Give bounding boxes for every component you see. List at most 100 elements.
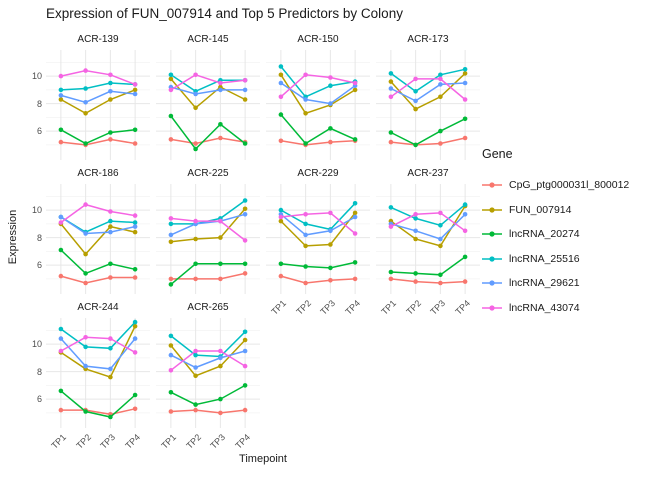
data-point	[438, 223, 443, 228]
series-line	[60, 408, 136, 416]
data-point	[328, 139, 333, 145]
series-line	[60, 203, 136, 224]
data-point	[132, 220, 138, 225]
data-point	[193, 348, 198, 354]
data-point	[278, 112, 284, 117]
y-tick-label: 6	[36, 394, 42, 405]
facet-panel	[46, 184, 150, 294]
data-point	[242, 329, 248, 335]
data-point	[193, 91, 198, 97]
data-point	[193, 352, 198, 358]
data-point	[242, 271, 248, 276]
data-point	[193, 141, 198, 146]
data-point	[83, 363, 88, 369]
y-tick-label: 10	[31, 205, 42, 216]
data-point	[388, 79, 394, 84]
data-point	[303, 111, 308, 116]
data-point	[132, 267, 138, 272]
data-point	[242, 363, 248, 369]
data-point	[193, 236, 198, 242]
chart-title: Expression of FUN_007914 and Top 5 Predi…	[46, 6, 403, 21]
data-point	[58, 93, 64, 98]
series-line	[60, 336, 136, 354]
x-axis-title: Timepoint	[239, 453, 287, 465]
data-point	[242, 198, 248, 203]
data-point	[242, 206, 248, 212]
series-line	[280, 275, 356, 284]
x-tick-label: TP3	[318, 298, 338, 317]
data-point	[83, 86, 88, 91]
series-line	[280, 82, 356, 105]
data-point	[242, 78, 248, 83]
data-point	[132, 336, 138, 341]
data-point	[58, 97, 64, 102]
data-point	[218, 218, 223, 224]
data-point	[193, 146, 198, 152]
y-tick-label: 10	[31, 71, 42, 82]
data-point	[278, 214, 284, 220]
data-point	[218, 261, 223, 267]
facet-panel	[266, 50, 370, 160]
legend-key-icon	[482, 182, 502, 188]
data-point	[388, 130, 394, 135]
facet-panel	[376, 184, 480, 294]
series-line	[170, 350, 246, 371]
legend-entry-label: lncRNA_20274	[509, 228, 580, 241]
series-line	[280, 74, 356, 115]
legend-key-icon	[482, 305, 502, 311]
data-point	[352, 80, 358, 86]
series-line	[280, 66, 356, 98]
series-line	[170, 86, 246, 95]
data-point	[193, 402, 198, 407]
data-point	[352, 214, 358, 220]
data-point	[132, 406, 138, 412]
data-point	[462, 254, 468, 260]
data-point	[352, 210, 358, 216]
data-point	[242, 348, 248, 354]
series-line	[170, 213, 246, 236]
data-point	[242, 383, 248, 388]
facet-panel	[156, 318, 260, 428]
series-line	[390, 118, 466, 146]
data-point	[413, 142, 418, 148]
series-line	[60, 69, 136, 86]
data-point	[83, 231, 88, 236]
data-point	[303, 264, 308, 269]
data-point	[278, 64, 284, 69]
series-line	[390, 137, 466, 146]
data-point	[168, 72, 174, 78]
data-point	[388, 94, 394, 100]
data-point	[242, 87, 248, 93]
data-point	[242, 261, 248, 267]
data-point	[132, 392, 138, 398]
legend-title: Gene	[482, 147, 513, 161]
data-point	[58, 336, 64, 341]
data-point	[108, 374, 113, 380]
data-point	[462, 202, 468, 207]
data-point	[218, 348, 223, 354]
data-point	[352, 231, 358, 236]
data-point	[83, 271, 88, 276]
legend-entries: CpG_ptg000031l_800012 FUN_007914 lncRNA_20…	[482, 173, 668, 320]
data-point	[438, 82, 443, 87]
series-line	[170, 208, 246, 243]
series-line	[170, 384, 246, 406]
data-point	[168, 232, 174, 238]
x-tick-label: TP2	[403, 298, 423, 317]
data-point	[438, 76, 443, 82]
data-point	[168, 282, 174, 287]
data-point	[132, 323, 138, 329]
data-point	[438, 141, 443, 146]
data-point	[438, 243, 443, 249]
facet-panel	[266, 184, 370, 294]
data-point	[168, 333, 174, 339]
data-point	[83, 111, 88, 116]
data-point	[83, 68, 88, 73]
legend-key-icon	[482, 231, 502, 237]
data-point	[168, 352, 174, 358]
data-point	[462, 67, 468, 72]
data-point	[132, 82, 138, 87]
data-point	[352, 276, 358, 282]
data-point	[278, 261, 284, 267]
series-line	[170, 331, 246, 358]
